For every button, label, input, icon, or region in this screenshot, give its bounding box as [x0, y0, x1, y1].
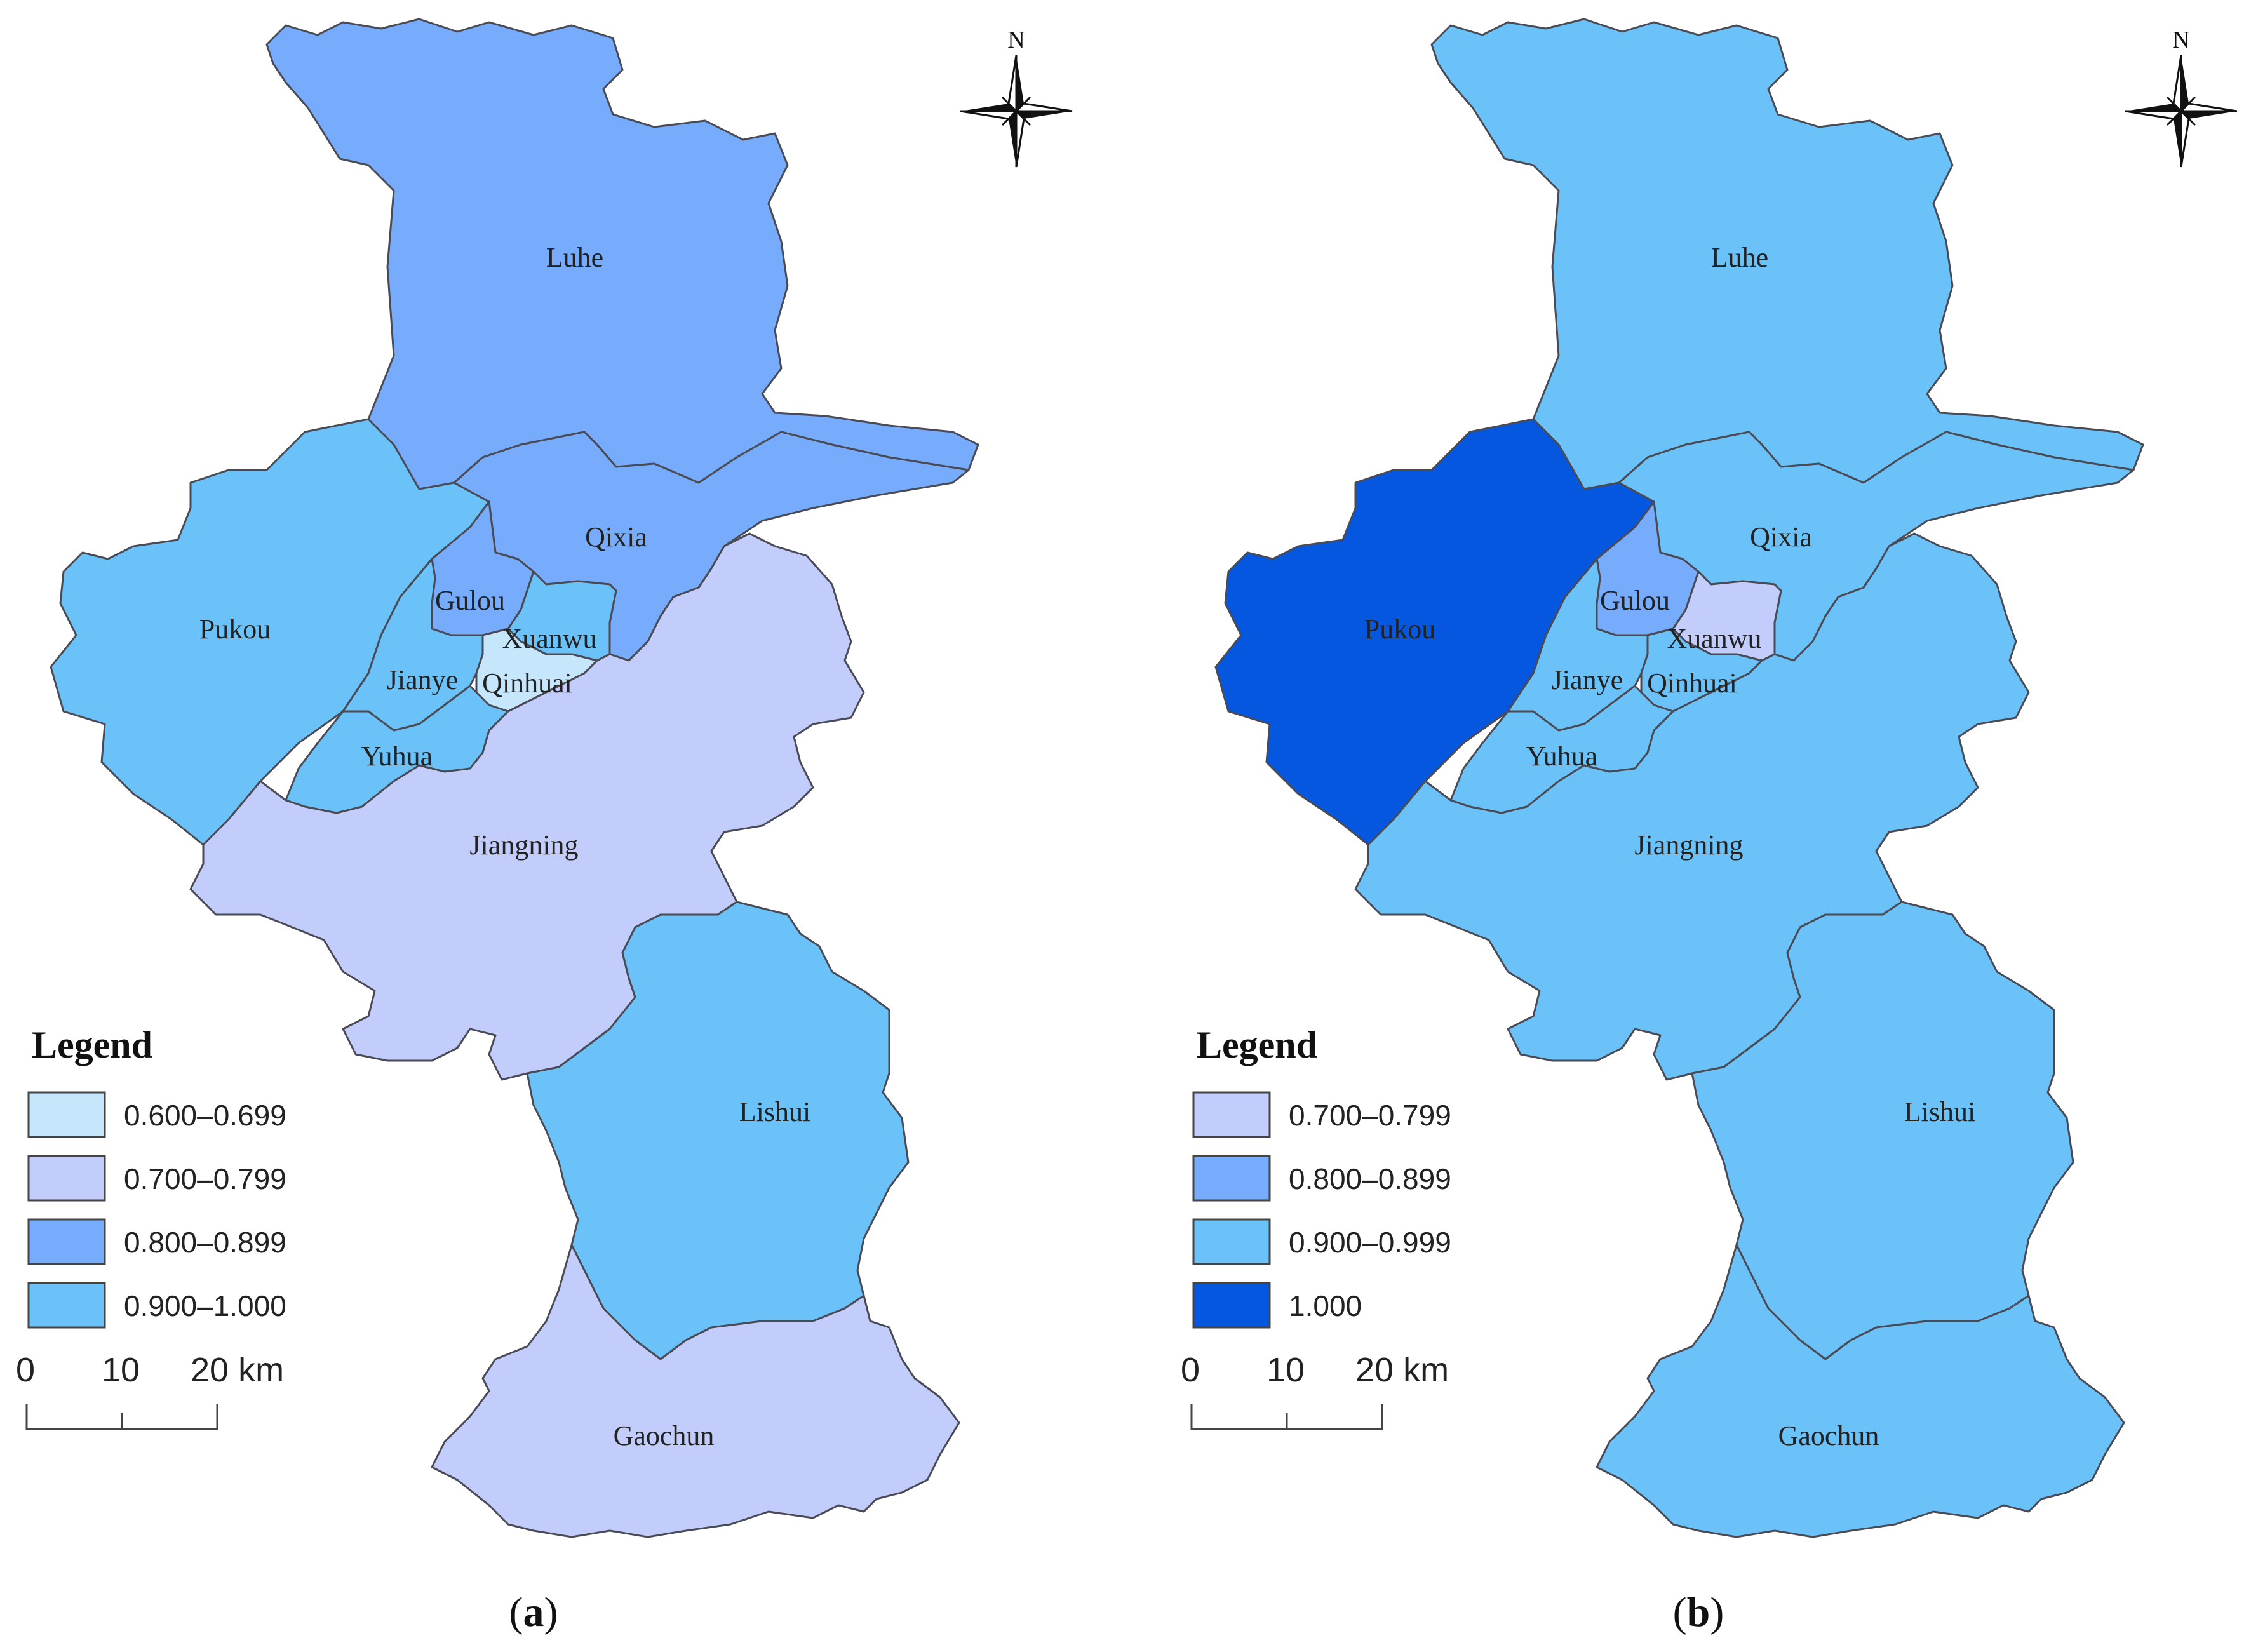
label-pukou: Pukou [199, 614, 271, 645]
legend-label-2: 0.800–0.899 [1289, 1162, 1451, 1195]
scale-tick-0: 0 [1181, 1351, 1200, 1389]
district-map-a [50, 18, 979, 1538]
label-luhe: Luhe [546, 242, 603, 273]
scale-tick-20: 20 km [1355, 1351, 1449, 1389]
district-jiangning [189, 532, 865, 1081]
scale-bar-b: 0 10 20 km [1181, 1351, 1449, 1430]
legend-label-1: 0.600–0.699 [124, 1099, 286, 1132]
legend-swatch-3 [27, 1218, 106, 1265]
north-arrow-icon: N [960, 27, 1073, 168]
label-gulou: Gulou [435, 585, 505, 616]
legend-swatch-3 [1192, 1218, 1271, 1265]
label-yuhua: Yuhua [1526, 741, 1597, 772]
legend-swatch-1 [1192, 1091, 1271, 1138]
label-lishui: Lishui [1904, 1096, 1975, 1127]
panel-caption-a: (a) [509, 1589, 558, 1635]
label-gulou: Gulou [1600, 585, 1670, 616]
legend-label-4: 1.000 [1289, 1289, 1362, 1322]
district-gaochun [431, 1244, 960, 1538]
label-yuhua: Yuhua [361, 741, 433, 772]
panel-caption-b: (b) [1673, 1589, 1724, 1635]
scale-tick-20: 20 km [191, 1351, 284, 1389]
legend-label-4: 0.900–1.000 [124, 1289, 286, 1322]
north-label: N [2172, 27, 2189, 53]
label-pukou: Pukou [1364, 614, 1435, 645]
legend-a: Legend 0.600–0.699 0.700–0.799 0.800–0.8… [27, 1024, 286, 1329]
label-jiangning: Jiangning [1634, 829, 1743, 861]
label-gaochun: Gaochun [614, 1420, 715, 1451]
scale-tick-10: 10 [1267, 1351, 1305, 1389]
label-jianye: Jianye [387, 664, 458, 695]
legend-title: Legend [1197, 1024, 1317, 1066]
scale-tick-0: 0 [16, 1351, 35, 1389]
label-qixia: Qixia [1750, 521, 1812, 553]
label-xuanwu: Xuanwu [502, 623, 596, 654]
legend-swatch-2 [27, 1155, 106, 1202]
legend-label-2: 0.700–0.799 [124, 1162, 286, 1195]
label-gaochun: Gaochun [1778, 1420, 1879, 1451]
north-arrow-icon: N [2125, 27, 2238, 168]
label-lishui: Lishui [739, 1096, 810, 1127]
scale-tick-10: 10 [102, 1351, 140, 1389]
legend-swatch-4 [27, 1282, 106, 1329]
map-panel-b: Luhe Qixia Pukou Gulou Xuanwu Jianye Qin… [1181, 18, 2238, 1635]
legend-title: Legend [32, 1024, 152, 1066]
legend-label-3: 0.800–0.899 [124, 1226, 286, 1259]
legend-swatch-2 [1192, 1155, 1271, 1202]
legend-label-1: 0.700–0.799 [1289, 1099, 1451, 1132]
legend-b: Legend 0.700–0.799 0.800–0.899 0.900–0.9… [1192, 1024, 1451, 1329]
legend-swatch-1 [27, 1091, 106, 1138]
district-luhe [265, 18, 979, 490]
legend-label-3: 0.900–0.999 [1289, 1226, 1451, 1259]
label-qinhuai: Qinhuai [1647, 668, 1737, 699]
label-qixia: Qixia [585, 521, 647, 553]
north-label: N [1007, 27, 1025, 53]
district-jiangning [1354, 532, 2030, 1081]
label-xuanwu: Xuanwu [1667, 623, 1761, 654]
label-jiangning: Jiangning [469, 829, 578, 861]
district-luhe [1430, 18, 2144, 490]
legend-swatch-4 [1192, 1282, 1271, 1329]
district-labels-a: Luhe Qixia Pukou Gulou Xuanwu Jianye Qin… [199, 242, 810, 1451]
map-panel-a: Luhe Qixia Pukou Gulou Xuanwu Jianye Qin… [16, 18, 1073, 1635]
district-labels-b: Luhe Qixia Pukou Gulou Xuanwu Jianye Qin… [1364, 242, 1975, 1451]
district-map-b [1214, 18, 2144, 1538]
district-gaochun [1596, 1244, 2125, 1538]
scale-bar-a: 0 10 20 km [16, 1351, 284, 1430]
label-luhe: Luhe [1711, 242, 1768, 273]
label-qinhuai: Qinhuai [482, 668, 572, 699]
label-jianye: Jianye [1552, 664, 1623, 695]
